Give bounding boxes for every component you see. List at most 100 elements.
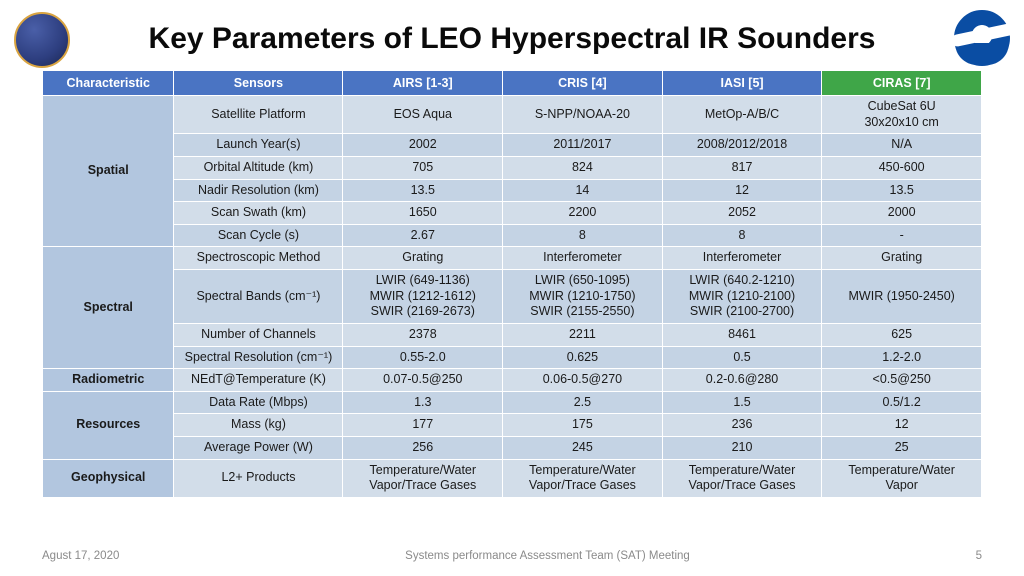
value-cell: LWIR (650-1095) MWIR (1210-1750) SWIR (2… xyxy=(503,270,663,324)
sensor-param-label: Average Power (W) xyxy=(174,437,343,460)
sensor-param-label: L2+ Products xyxy=(174,459,343,497)
value-cell: 8 xyxy=(503,224,663,247)
footer-page: 5 xyxy=(976,550,982,562)
sensor-param-label: Satellite Platform xyxy=(174,96,343,134)
sensor-param-label: Orbital Altitude (km) xyxy=(174,156,343,179)
value-cell: 13.5 xyxy=(343,179,503,202)
value-cell: MetOp-A/B/C xyxy=(662,96,822,134)
category-cell: Resources xyxy=(43,391,174,459)
table-row: Spectral Resolution (cm⁻¹)0.55-2.00.6250… xyxy=(43,346,982,369)
value-cell: 236 xyxy=(662,414,822,437)
sensor-param-label: Launch Year(s) xyxy=(174,134,343,157)
value-cell: 705 xyxy=(343,156,503,179)
value-cell: 2211 xyxy=(503,323,663,346)
parameters-table-wrap: CharacteristicSensorsAIRS [1-3]CRIS [4]I… xyxy=(0,70,1024,498)
sensor-param-label: NEdT@Temperature (K) xyxy=(174,369,343,392)
value-cell: 245 xyxy=(503,437,663,460)
col-header: CRIS [4] xyxy=(503,71,663,96)
table-row: Scan Swath (km)1650220020522000 xyxy=(43,202,982,225)
table-row: Launch Year(s)20022011/20172008/2012/201… xyxy=(43,134,982,157)
col-header: CIRAS [7] xyxy=(822,71,982,96)
value-cell: 210 xyxy=(662,437,822,460)
value-cell: 14 xyxy=(503,179,663,202)
value-cell: Temperature/Water Vapor/Trace Gases xyxy=(503,459,663,497)
table-row: SpectralSpectroscopic MethodGratingInter… xyxy=(43,247,982,270)
value-cell: 25 xyxy=(822,437,982,460)
value-cell: 0.2-0.6@280 xyxy=(662,369,822,392)
value-cell: Temperature/Water Vapor/Trace Gases xyxy=(662,459,822,497)
value-cell: 2.5 xyxy=(503,391,663,414)
sensor-param-label: Spectral Resolution (cm⁻¹) xyxy=(174,346,343,369)
col-header: Sensors xyxy=(174,71,343,96)
value-cell: 2.67 xyxy=(343,224,503,247)
value-cell: 8461 xyxy=(662,323,822,346)
value-cell: LWIR (640.2-1210) MWIR (1210-2100) SWIR … xyxy=(662,270,822,324)
sensor-param-label: Spectroscopic Method xyxy=(174,247,343,270)
value-cell: 0.55-2.0 xyxy=(343,346,503,369)
sensor-param-label: Mass (kg) xyxy=(174,414,343,437)
value-cell: 2011/2017 xyxy=(503,134,663,157)
value-cell: 2002 xyxy=(343,134,503,157)
value-cell: 13.5 xyxy=(822,179,982,202)
slide-footer: Agust 17, 2020 Systems performance Asses… xyxy=(0,550,1024,562)
table-row: Average Power (W)25624521025 xyxy=(43,437,982,460)
value-cell: 1.5 xyxy=(662,391,822,414)
table-row: RadiometricNEdT@Temperature (K)0.07-0.5@… xyxy=(43,369,982,392)
value-cell: 256 xyxy=(343,437,503,460)
value-cell: 12 xyxy=(822,414,982,437)
sensor-param-label: Nadir Resolution (km) xyxy=(174,179,343,202)
sensor-param-label: Data Rate (Mbps) xyxy=(174,391,343,414)
table-row: Number of Channels237822118461625 xyxy=(43,323,982,346)
value-cell: Grating xyxy=(822,247,982,270)
sensor-param-label: Number of Channels xyxy=(174,323,343,346)
value-cell: 1.3 xyxy=(343,391,503,414)
value-cell: Temperature/Water Vapor xyxy=(822,459,982,497)
col-header: AIRS [1-3] xyxy=(343,71,503,96)
value-cell: <0.5@250 xyxy=(822,369,982,392)
value-cell: N/A xyxy=(822,134,982,157)
footer-center: Systems performance Assessment Team (SAT… xyxy=(405,550,690,562)
value-cell: 0.625 xyxy=(503,346,663,369)
header-row: CharacteristicSensorsAIRS [1-3]CRIS [4]I… xyxy=(43,71,982,96)
noaa-logo-icon xyxy=(954,10,1010,66)
value-cell: 0.07-0.5@250 xyxy=(343,369,503,392)
table-row: Nadir Resolution (km)13.5141213.5 xyxy=(43,179,982,202)
category-cell: Geophysical xyxy=(43,459,174,497)
value-cell: 2008/2012/2018 xyxy=(662,134,822,157)
table-row: Scan Cycle (s)2.6788- xyxy=(43,224,982,247)
value-cell: S-NPP/NOAA-20 xyxy=(503,96,663,134)
value-cell: 8 xyxy=(662,224,822,247)
parameters-table: CharacteristicSensorsAIRS [1-3]CRIS [4]I… xyxy=(42,70,982,498)
sensor-param-label: Scan Swath (km) xyxy=(174,202,343,225)
value-cell: CubeSat 6U 30x20x10 cm xyxy=(822,96,982,134)
value-cell: 175 xyxy=(503,414,663,437)
value-cell: Grating xyxy=(343,247,503,270)
value-cell: EOS Aqua xyxy=(343,96,503,134)
value-cell: LWIR (649-1136) MWIR (1212-1612) SWIR (2… xyxy=(343,270,503,324)
value-cell: 817 xyxy=(662,156,822,179)
value-cell: 2200 xyxy=(503,202,663,225)
value-cell: 2000 xyxy=(822,202,982,225)
value-cell: Temperature/Water Vapor/Trace Gases xyxy=(343,459,503,497)
value-cell: 12 xyxy=(662,179,822,202)
table-row: Orbital Altitude (km)705824817450-600 xyxy=(43,156,982,179)
table-row: SpatialSatellite PlatformEOS AquaS-NPP/N… xyxy=(43,96,982,134)
sensor-param-label: Spectral Bands (cm⁻¹) xyxy=(174,270,343,324)
category-cell: Spectral xyxy=(43,247,174,369)
col-header: Characteristic xyxy=(43,71,174,96)
value-cell: 0.06-0.5@270 xyxy=(503,369,663,392)
value-cell: 824 xyxy=(503,156,663,179)
table-row: Spectral Bands (cm⁻¹)LWIR (649-1136) MWI… xyxy=(43,270,982,324)
sensor-param-label: Scan Cycle (s) xyxy=(174,224,343,247)
value-cell: 625 xyxy=(822,323,982,346)
table-row: Mass (kg)17717523612 xyxy=(43,414,982,437)
value-cell: 0.5 xyxy=(662,346,822,369)
page-title: Key Parameters of LEO Hyperspectral IR S… xyxy=(0,0,1024,70)
category-cell: Spatial xyxy=(43,96,174,247)
value-cell: 2378 xyxy=(343,323,503,346)
nesdis-logo-icon xyxy=(14,12,70,68)
footer-date: Agust 17, 2020 xyxy=(42,550,119,562)
col-header: IASI [5] xyxy=(662,71,822,96)
value-cell: Interferometer xyxy=(662,247,822,270)
value-cell: 1.2-2.0 xyxy=(822,346,982,369)
